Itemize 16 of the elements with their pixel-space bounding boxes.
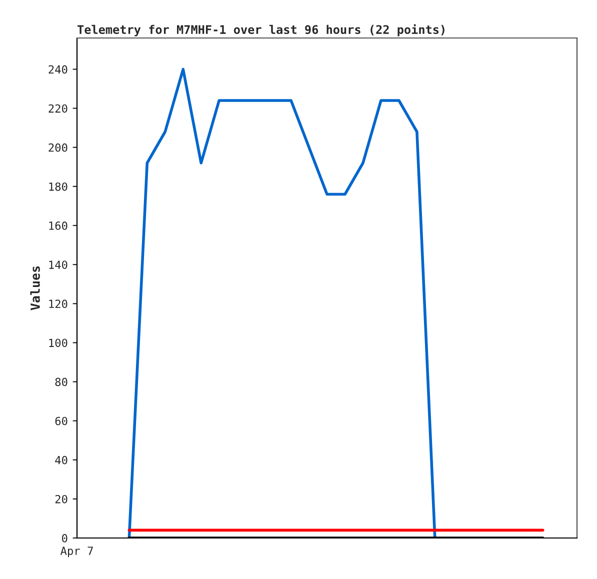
y-tick-label: 200 bbox=[48, 143, 68, 152]
y-tick-label: 100 bbox=[49, 338, 68, 348]
y-tick-label: 60 bbox=[55, 416, 68, 426]
y-tick-label: 220 bbox=[48, 104, 68, 113]
y-tick-label: 240 bbox=[48, 65, 68, 74]
y-axis-title: Values bbox=[30, 266, 40, 310]
y-tick-label: 120 bbox=[49, 300, 68, 308]
y-tick-label: 40 bbox=[55, 456, 68, 464]
y-tick-label: 20 bbox=[55, 494, 68, 504]
y-tick-label: 160 bbox=[49, 222, 68, 230]
y-tick-label: 180 bbox=[49, 182, 68, 191]
y-tick-label: 80 bbox=[55, 378, 68, 386]
y-tick-label: 140 bbox=[49, 260, 68, 269]
text: Apr 7 bbox=[60, 546, 93, 558]
y-tick-label: 0 bbox=[62, 534, 68, 542]
chart-title: Telemetry for M7MHF-1 over last 96 hours (22 points) bbox=[78, 24, 444, 36]
